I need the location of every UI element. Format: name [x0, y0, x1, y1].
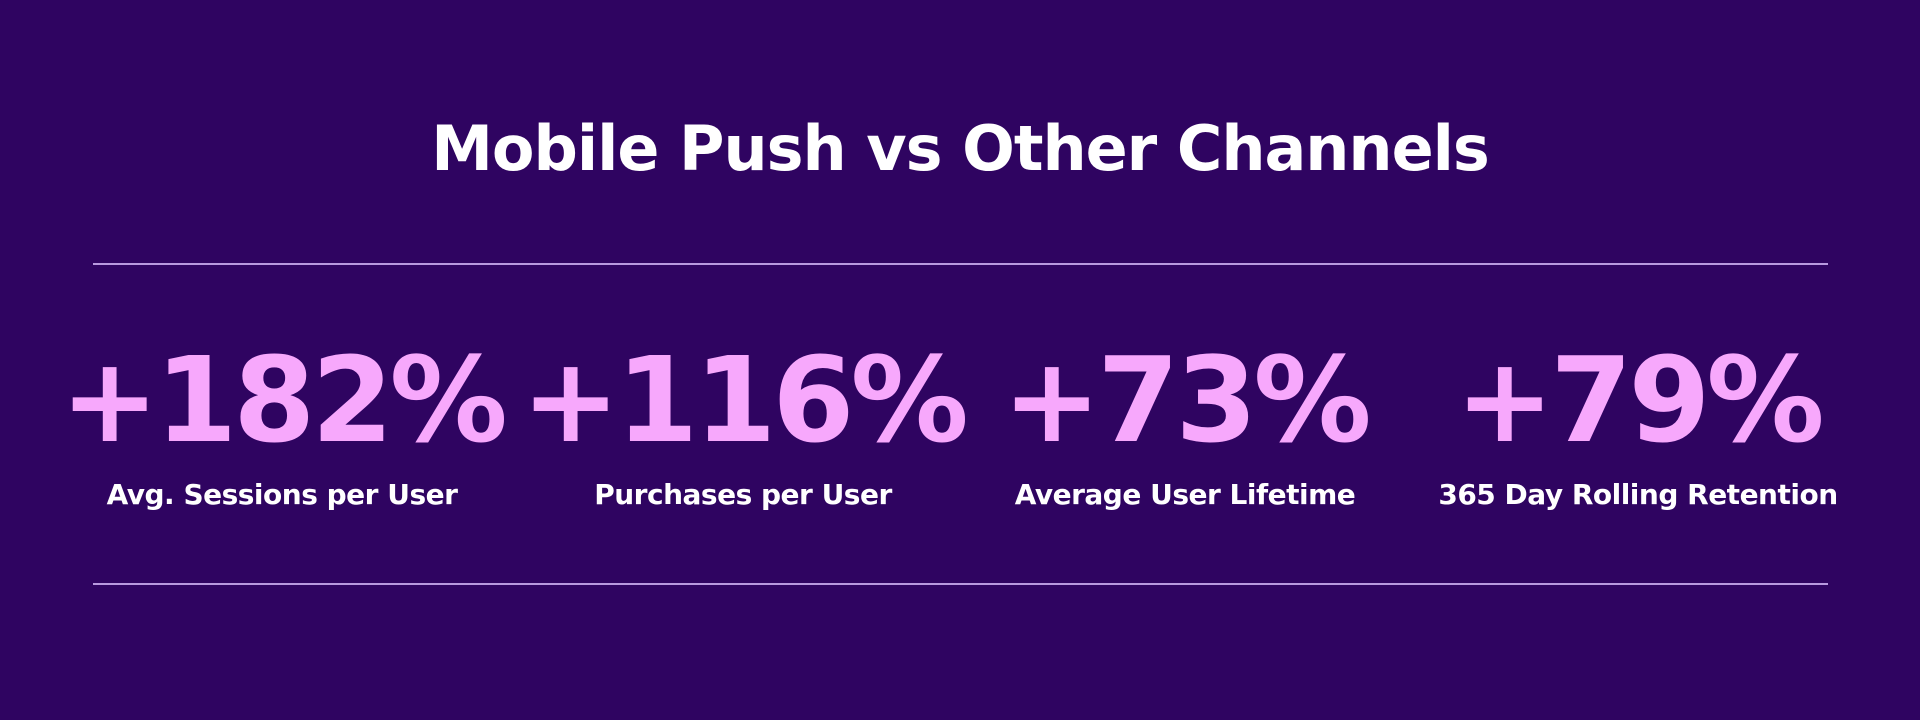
divider	[93, 583, 1828, 585]
stat-value: +79%	[1455, 331, 1824, 469]
divider	[93, 263, 1828, 265]
stat-value: +182%	[60, 331, 507, 469]
stat-label: Avg. Sessions per User	[106, 478, 458, 511]
stat-value: +116%	[521, 331, 968, 469]
stat-value: +73%	[1002, 331, 1371, 469]
title: Mobile Push vs Other Channels	[431, 112, 1490, 185]
stat-card: +79% 365 Day Rolling Retention	[1408, 330, 1868, 511]
stat-card: +182% Avg. Sessions per User	[52, 330, 512, 511]
stat-label: Purchases per User	[594, 478, 892, 511]
stat-label: Average User Lifetime	[1014, 478, 1356, 511]
stat-card: +116% Purchases per User	[513, 330, 973, 511]
stat-card: +73% Average User Lifetime	[955, 330, 1415, 511]
stat-label: 365 Day Rolling Retention	[1438, 478, 1838, 511]
